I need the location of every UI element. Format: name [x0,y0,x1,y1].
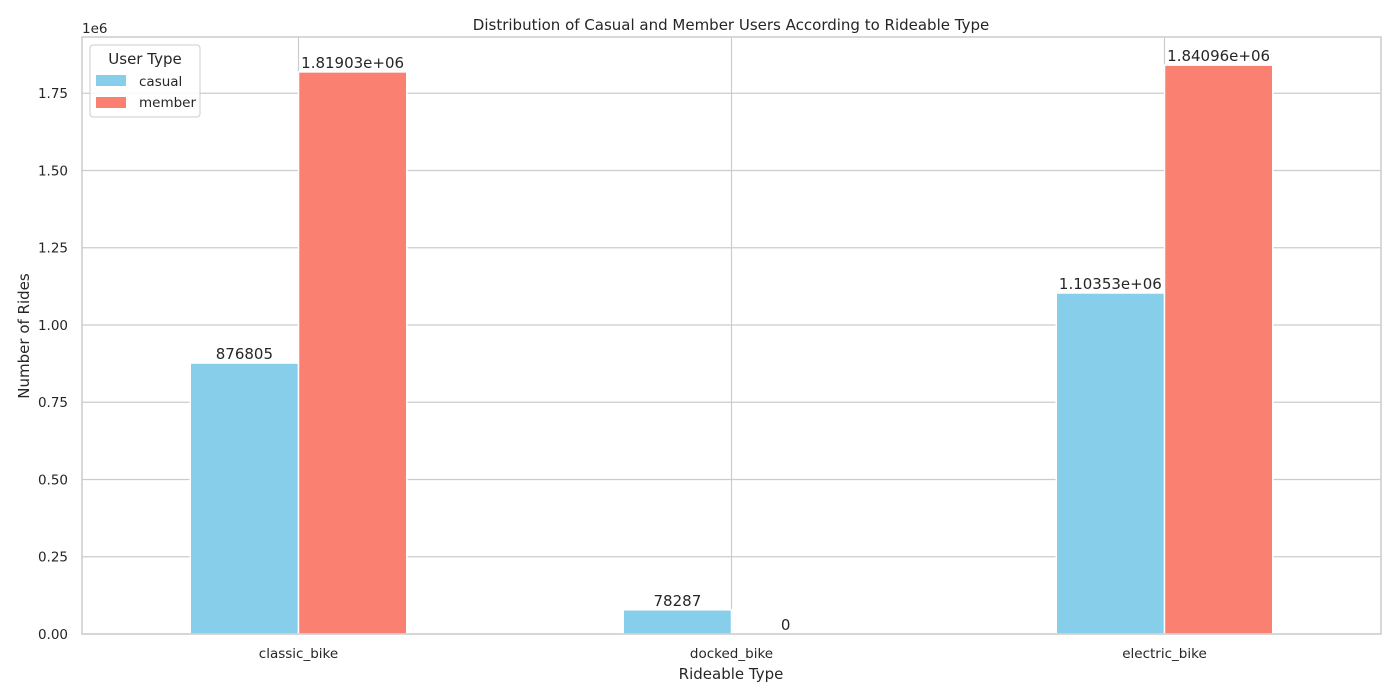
data-label-casual-classic_bike: 876805 [216,345,273,363]
data-label-member-electric_bike: 1.84096e+06 [1167,47,1270,65]
legend-label-casual: casual [139,74,182,90]
y-tick-label: 1.75 [38,86,68,102]
y-tick-label: 1.50 [38,163,68,179]
data-label-casual-electric_bike: 1.10353e+06 [1059,275,1162,293]
y-tick-label: 0.75 [38,395,68,411]
legend-swatch-casual [96,75,126,86]
x-axis-label: Rideable Type [679,665,784,683]
data-label-member-docked_bike: 0 [781,616,791,634]
bar-casual-classic_bike [189,362,300,635]
y-axis-label: Number of Rides [15,273,33,399]
bar-member-classic_bike [297,71,408,635]
y-tick-label: 0.00 [38,627,68,643]
y-axis-scale-label: 1e6 [82,21,107,37]
legend-label-member: member [139,95,196,111]
bars [189,64,1274,635]
legend-swatch-member [96,97,126,108]
x-tick-label: electric_bike [1122,646,1207,662]
chart-title: Distribution of Casual and Member Users … [473,16,989,34]
x-axis-ticks: classic_bike docked_bike electric_bike [259,646,1207,662]
x-tick-label: classic_bike [259,646,338,662]
bar-casual-docked_bike [622,609,733,635]
legend-title: User Type [108,50,181,68]
bar-casual-electric_bike [1055,292,1166,635]
y-tick-label: 1.25 [38,241,68,257]
x-tick-label: docked_bike [690,646,773,662]
data-label-member-classic_bike: 1.81903e+06 [301,54,404,72]
y-tick-label: 0.25 [38,550,68,566]
legend: User Type casual member [89,44,201,118]
plot-frame [81,36,1382,635]
y-tick-label: 1.00 [38,318,68,334]
y-axis-ticks: 0.00 0.25 0.50 0.75 1.00 1.25 1.50 1.75 [38,86,68,643]
data-labels: 876805 78287 1.10353e+06 1.81903e+06 0 1.8409… [216,47,1270,634]
y-tick-label: 0.50 [38,472,68,488]
data-label-casual-docked_bike: 78287 [654,592,702,610]
bar-member-electric_bike [1163,64,1274,635]
